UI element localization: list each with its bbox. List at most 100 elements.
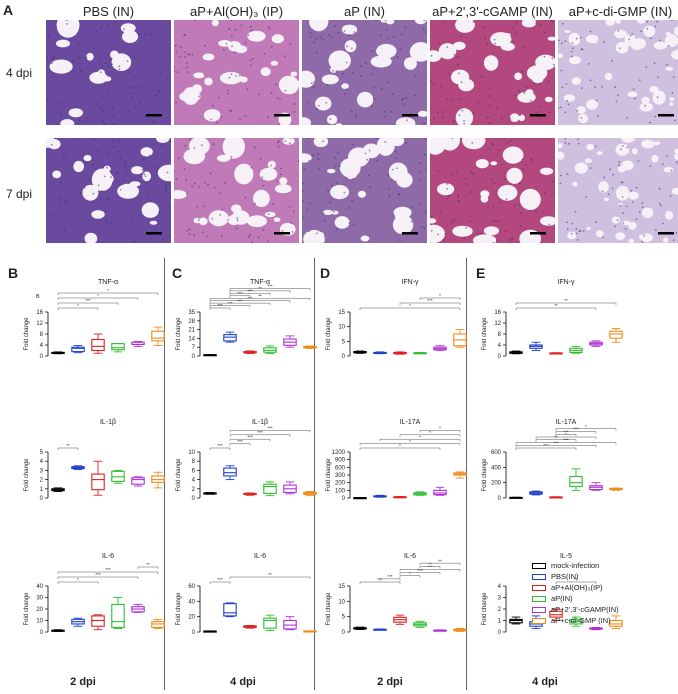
significance-label: ** (146, 562, 150, 567)
column-header-4: aP+2',3'-cGAMP (IN) (432, 4, 553, 19)
box (609, 330, 623, 339)
y-tick-label: 2 (498, 607, 502, 613)
y-tick-label: 10 (36, 619, 43, 625)
histology-image (302, 138, 427, 243)
significance-label: ** (268, 572, 272, 577)
significance-label: * (439, 426, 441, 431)
y-tick-label: 900 (335, 458, 346, 464)
significance-label: *** (257, 430, 263, 435)
histology-image (174, 138, 299, 243)
histology-image (430, 20, 555, 125)
significance-label: *** (267, 284, 273, 289)
significance-label: ** (258, 293, 262, 298)
box (609, 619, 623, 627)
significance-label: * (77, 577, 79, 582)
chart-title: IL-6 (404, 553, 416, 560)
y-tick-label: 20 (36, 607, 43, 613)
separator-cd (314, 258, 315, 690)
significance-label: *** (247, 434, 253, 439)
significance-label: * (97, 293, 99, 298)
y-axis-label: Fold change (24, 458, 30, 492)
column-header-5: aP+c-di-GMP (IN) (568, 4, 673, 19)
y-tick-label: 1200 (332, 450, 346, 456)
y-axis-label: Fold change (482, 592, 488, 626)
y-axis-label: Fold change (326, 592, 332, 626)
y-tick-label: 5 (40, 450, 44, 456)
y-tick-label: 4 (40, 343, 44, 349)
box (263, 617, 277, 629)
histology-image (430, 138, 555, 243)
significance-label: ** (428, 561, 432, 566)
significance-label: * (429, 430, 431, 435)
significance-label: *** (387, 574, 393, 579)
y-tick-label: 16 (494, 310, 501, 316)
y-tick-label: 0 (342, 630, 346, 636)
box (131, 477, 145, 485)
box (151, 330, 165, 342)
significance-label: *** (417, 568, 423, 573)
legend-label: aP+2',3'-cGAMP(IN) (551, 605, 619, 614)
y-tick-label: 1 (498, 619, 502, 625)
y-tick-label: 0 (192, 496, 196, 502)
y-tick-label: 0 (40, 496, 44, 502)
box (91, 615, 105, 627)
footer-d: 2 dpi (377, 676, 403, 688)
legend-label: PBS(IN) (551, 572, 579, 581)
y-tick-label: 600 (335, 465, 346, 471)
chart-title: TNF-α (98, 279, 118, 286)
histology-image (302, 20, 427, 125)
y-axis-label: Fold change (24, 592, 30, 626)
box (223, 334, 237, 342)
y-tick-label: 4 (40, 459, 44, 465)
y-tick-label: 10 (188, 450, 195, 456)
y-tick-label: 2 (40, 478, 44, 484)
box (111, 343, 125, 351)
box (433, 489, 447, 496)
significance-label: *** (85, 298, 91, 303)
y-axis-label: Fold change (326, 458, 332, 492)
legend-swatch (532, 562, 546, 569)
significance-label: * (107, 288, 109, 293)
y-tick-label: 0 (192, 354, 196, 360)
box (263, 483, 277, 494)
legend-item: aP+Al(OH)₃(IP) (532, 582, 676, 593)
y-tick-label: 200 (335, 481, 346, 487)
y-axis-label: Fold change (482, 458, 488, 492)
box (223, 603, 237, 617)
significance-label: *** (217, 577, 223, 582)
y-tick-label: 8 (192, 459, 196, 465)
y-tick-label: 100 (335, 488, 346, 494)
legend-item: mock-infection (532, 560, 676, 571)
legend-item: aP+2',3'-cGAMP(IN) (532, 604, 676, 615)
histology-image (46, 20, 171, 125)
significance-label: *** (427, 565, 433, 570)
y-tick-label: 0 (498, 354, 502, 360)
significance-label: *** (267, 426, 273, 431)
y-tick-label: 0 (498, 496, 502, 502)
panel-c-label: C (172, 265, 183, 281)
box (151, 621, 165, 628)
y-tick-label: 3 (40, 468, 44, 474)
y-tick-label: 8 (40, 332, 44, 338)
significance-label: * (409, 303, 411, 308)
y-tick-label: 200 (491, 481, 502, 487)
chart-title: TNF-α (250, 279, 270, 286)
histology-image (558, 20, 678, 125)
y-axis-label: Fold change (482, 317, 488, 351)
box (111, 603, 125, 628)
significance-label: * (419, 434, 421, 439)
column-header-1: PBS (IN) (82, 4, 135, 19)
chart-title: IFN-γ (557, 279, 575, 286)
significance-label: *** (427, 298, 433, 303)
footer-b: 2 dpi (70, 676, 96, 688)
legend-item: aP(IN) (532, 593, 676, 604)
legend-label: aP+Al(OH)₃(IP) (551, 583, 603, 592)
y-tick-label: 0 (498, 630, 502, 636)
panel-b-label: B (8, 265, 19, 281)
significance-label: ** (564, 298, 568, 303)
chart-title: IL-1β (100, 419, 116, 426)
chart-extra-text: B (36, 294, 40, 300)
significance-label: *** (95, 572, 101, 577)
y-tick-label: 0 (40, 630, 44, 636)
legend-swatch (532, 606, 546, 613)
